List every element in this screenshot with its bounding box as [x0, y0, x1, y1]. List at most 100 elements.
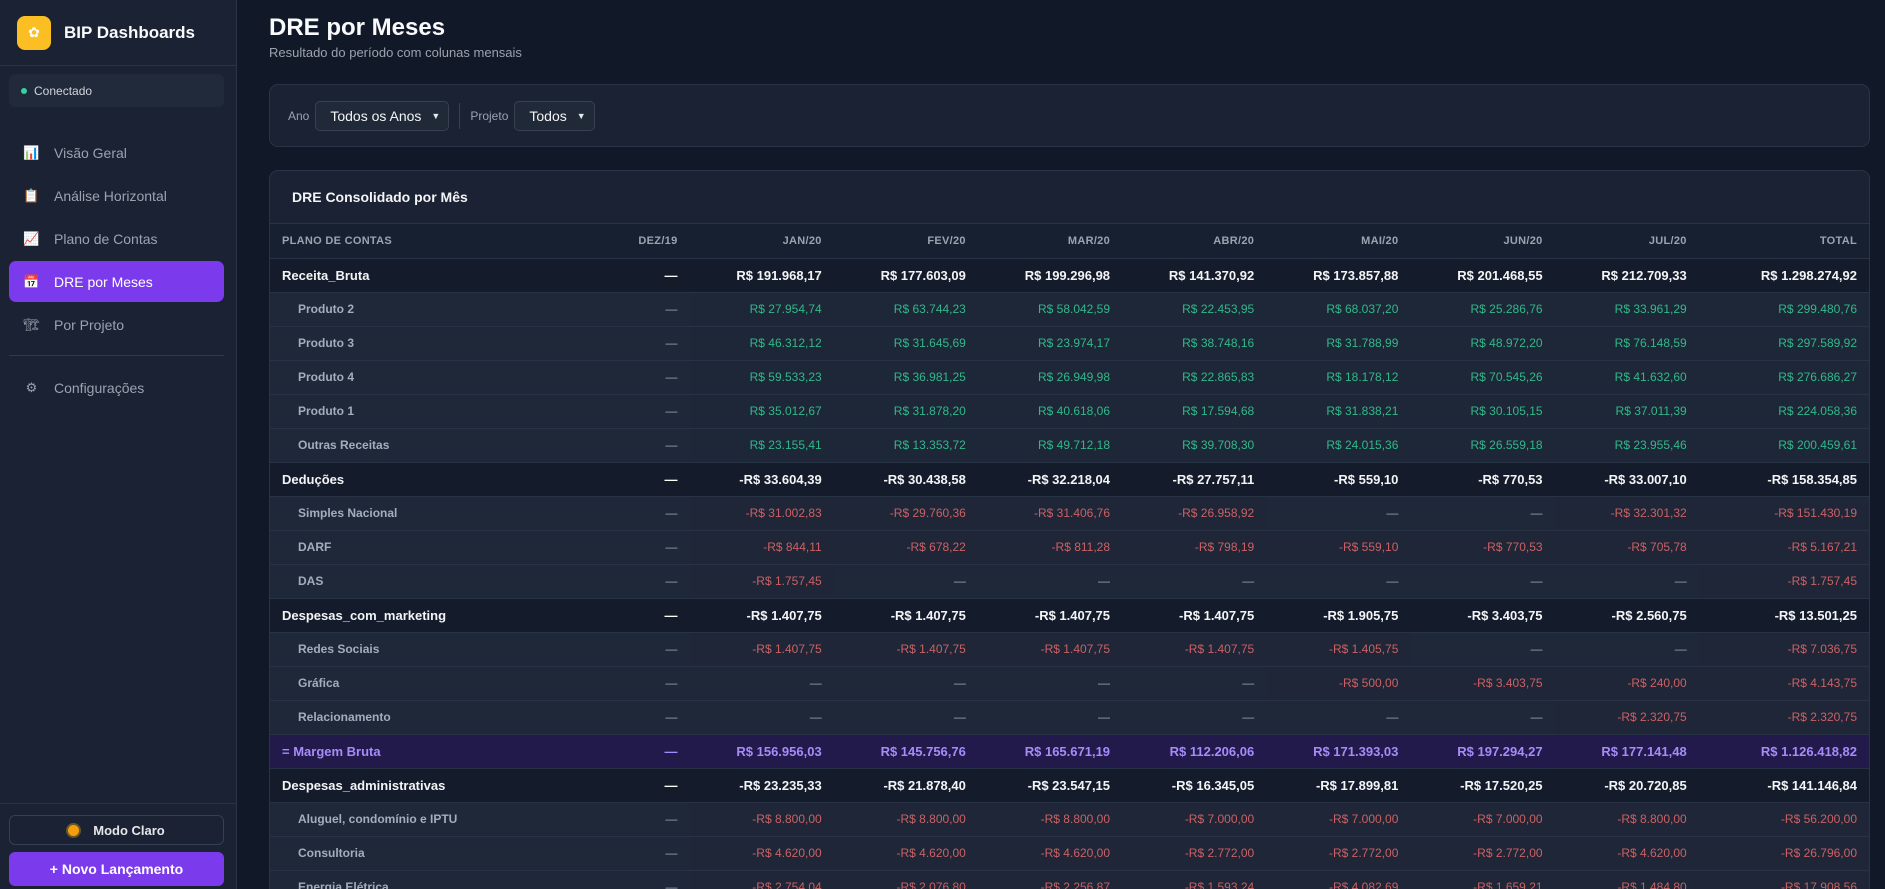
- value-cell: —: [559, 768, 690, 803]
- value-cell: —: [559, 564, 690, 599]
- group-row[interactable]: Despesas_com_marketing — -R$ 1.407,75 -R$ 1…: [270, 598, 1869, 633]
- value-cell: —: [559, 326, 690, 361]
- value-cell: -R$ 5.167,21: [1698, 530, 1869, 565]
- chevron-down-icon: ▼: [576, 110, 586, 121]
- value-cell: R$ 68.037,20: [1266, 292, 1411, 327]
- main-content: DRE por Meses Resultado do período com c…: [238, 0, 1885, 889]
- sidebar-item-plano-de-contas[interactable]: 📈 Plano de Contas: [9, 218, 224, 259]
- value-cell: R$ 48.972,20: [1410, 326, 1555, 361]
- value-cell: —: [559, 530, 690, 565]
- table-row[interactable]: Produto 1— R$ 35.012,67 R$ 31.878,20 R$ 40.…: [270, 394, 1869, 429]
- value-cell: R$ 201.468,55: [1410, 258, 1555, 293]
- value-cell: R$ 13.353,72: [833, 428, 978, 463]
- total-row[interactable]: = Margem Bruta — R$ 156.956,03 R$ 145.756,7…: [270, 734, 1869, 769]
- value-cell: -R$ 8.800,00: [977, 802, 1123, 837]
- sidebar-item-settings[interactable]: ⚙ Configurações: [9, 367, 224, 408]
- value-cell: —: [1410, 632, 1555, 667]
- value-cell: —: [1266, 496, 1411, 531]
- account-name-cell: Energia Elétrica: [270, 870, 560, 889]
- account-name-cell: = Margem Bruta: [270, 734, 560, 769]
- group-row[interactable]: Deduções — -R$ 33.604,39 -R$ 30.438,58 -R$ 3…: [270, 462, 1869, 497]
- brand[interactable]: ✿ BIP Dashboards: [0, 0, 236, 66]
- column-header: TOTAL: [1698, 224, 1869, 259]
- brand-title: BIP Dashboards: [64, 22, 196, 42]
- page-subtitle: Resultado do período com colunas mensais: [269, 45, 522, 60]
- value-cell: —: [1554, 564, 1699, 599]
- value-cell: —: [1266, 564, 1411, 599]
- project-select[interactable]: Todos ▼: [514, 100, 595, 131]
- value-cell: —: [833, 666, 978, 701]
- value-cell: —: [559, 496, 690, 531]
- connection-status: Conectado: [9, 74, 224, 107]
- value-cell: R$ 26.949,98: [977, 360, 1123, 395]
- value-cell: -R$ 7.000,00: [1122, 802, 1267, 837]
- table-row[interactable]: Energia Elétrica — -R$ 2.754,04 -R$ 2.076,8…: [270, 870, 1869, 889]
- value-cell: —: [559, 360, 690, 395]
- sidebar-item-por-projeto[interactable]: 🏗 Por Projeto: [9, 304, 224, 345]
- value-cell: -R$ 8.800,00: [1554, 802, 1699, 837]
- value-cell: R$ 31.878,20: [833, 394, 978, 429]
- account-name-cell: Deduções: [270, 462, 560, 497]
- group-row[interactable]: Receita_Bruta — R$ 191.968,17 R$ 177.603,09…: [270, 258, 1869, 293]
- account-name-cell: Despesas_administrativas: [270, 768, 560, 803]
- value-cell: R$ 156.956,03: [689, 734, 834, 769]
- value-cell: —: [1410, 496, 1555, 531]
- table-row[interactable]: Consultoria — -R$ 4.620,00 -R$ 4.620,00 -R$ …: [270, 836, 1869, 871]
- value-cell: -R$ 29.760,36: [833, 496, 978, 531]
- value-cell: -R$ 151.430,19: [1698, 496, 1869, 531]
- table-row[interactable]: Aluguel, condomínio e IPTU — -R$ 8.800,00-…: [270, 802, 1869, 837]
- value-cell: R$ 37.011,39: [1554, 394, 1699, 429]
- account-name-cell: DAS: [270, 564, 560, 599]
- value-cell: -R$ 1.407,75: [1122, 598, 1267, 633]
- column-header: JAN/20: [689, 224, 834, 259]
- sidebar-item-dre-por-meses[interactable]: 📅 DRE por Meses: [9, 261, 224, 302]
- value-cell: -R$ 8.800,00: [689, 802, 834, 837]
- value-cell: R$ 199.296,98: [977, 258, 1123, 293]
- value-cell: -R$ 811,28: [977, 530, 1123, 565]
- value-cell: R$ 224.058,36: [1698, 394, 1869, 429]
- sidebar-item-vis-o-geral[interactable]: 📊 Visão Geral: [9, 132, 224, 173]
- value-cell: R$ 39.708,30: [1122, 428, 1267, 463]
- table-row[interactable]: DAS — -R$ 1.757,45— — — — — — -R$ 1.757,45: [270, 564, 1869, 599]
- value-cell: —: [1410, 700, 1555, 735]
- table-row[interactable]: Redes Sociais — -R$ 1.407,75 -R$ 1.407,75 -R…: [270, 632, 1869, 667]
- value-cell: -R$ 4.082,69: [1266, 870, 1411, 889]
- value-cell: -R$ 2.772,00: [1266, 836, 1411, 871]
- table-row[interactable]: Outras Receitas — R$ 23.155,41 R$ 13.353,72…: [270, 428, 1869, 463]
- value-cell: R$ 40.618,06: [977, 394, 1123, 429]
- value-cell: -R$ 31.002,83: [689, 496, 834, 531]
- group-row[interactable]: Despesas_administrativas — -R$ 23.235,33 -R…: [270, 768, 1869, 803]
- table-row[interactable]: Produto 3— R$ 46.312,12 R$ 31.645,69 R$ 23.…: [270, 326, 1869, 361]
- value-cell: -R$ 1.407,75: [689, 632, 834, 667]
- value-cell: -R$ 158.354,85: [1698, 462, 1869, 497]
- value-cell: -R$ 26.796,00: [1698, 836, 1869, 871]
- value-cell: -R$ 559,10: [1266, 530, 1411, 565]
- value-cell: -R$ 2.754,04: [689, 870, 834, 889]
- value-cell: —: [559, 598, 690, 633]
- value-cell: R$ 23.155,41: [689, 428, 834, 463]
- table-row[interactable]: DARF — -R$ 844,11 -R$ 678,22 -R$ 811,28 -R$ 7…: [270, 530, 1869, 565]
- table-row[interactable]: Simples Nacional — -R$ 31.002,83 -R$ 29.760…: [270, 496, 1869, 531]
- value-cell: —: [559, 462, 690, 497]
- table-row[interactable]: Relacionamento — — — — — — — -R$ 2.320,75 -R$ 2.3…: [270, 700, 1869, 735]
- value-cell: -R$ 1.757,45: [1698, 564, 1869, 599]
- account-name-cell: Redes Sociais: [270, 632, 560, 667]
- value-cell: -R$ 21.878,40: [833, 768, 978, 803]
- table-row[interactable]: Gráfica — — — — — -R$ 500,00 -R$ 3.403,75 -R$ 24…: [270, 666, 1869, 701]
- value-cell: -R$ 1.407,75: [833, 598, 978, 633]
- sidebar-item-an-lise-horizontal[interactable]: 📋 Análise Horizontal: [9, 175, 224, 216]
- value-cell: —: [977, 700, 1123, 735]
- table-row[interactable]: Produto 4— R$ 59.533,23 R$ 36.981,25 R$ 26.…: [270, 360, 1869, 395]
- account-name-cell: Produto 2: [270, 292, 560, 327]
- value-cell: -R$ 17.908,56: [1698, 870, 1869, 889]
- sidebar-item-label: Configurações: [54, 379, 145, 396]
- column-header: ABR/20: [1122, 224, 1267, 259]
- year-filter-label: Ano: [288, 108, 310, 123]
- value-cell: R$ 141.370,92: [1122, 258, 1267, 293]
- year-select[interactable]: Todos os Anos ▼: [315, 100, 450, 131]
- table-row[interactable]: Produto 2— R$ 27.954,74 R$ 63.744,23 R$ 58.…: [270, 292, 1869, 327]
- value-cell: R$ 41.632,60: [1554, 360, 1699, 395]
- theme-toggle-button[interactable]: Modo Claro: [9, 815, 224, 845]
- account-name-cell: Produto 4: [270, 360, 560, 395]
- new-entry-button[interactable]: + Novo Lançamento: [9, 852, 224, 886]
